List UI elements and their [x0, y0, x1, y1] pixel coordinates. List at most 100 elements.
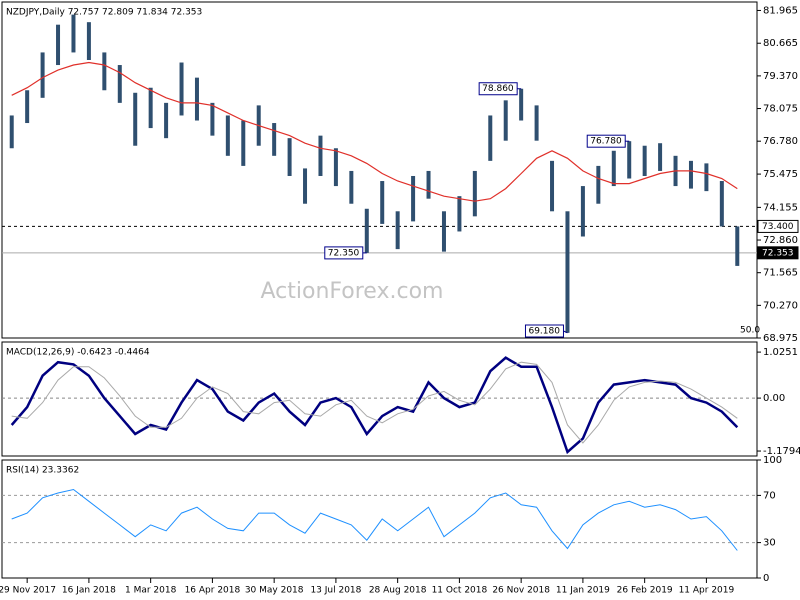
price-bar	[40, 52, 45, 98]
y-tick-label: 78.075	[763, 104, 798, 115]
price-bar	[210, 102, 215, 136]
price-bar	[704, 163, 709, 192]
annotation-label: 69.180	[528, 327, 560, 337]
price-bar	[148, 87, 153, 129]
annotation-box	[586, 134, 626, 148]
price-bar	[503, 100, 508, 141]
price-bar	[534, 105, 539, 141]
y-tick-label: 0.00	[763, 393, 785, 404]
price-bar	[735, 226, 740, 266]
x-tick-label: 28 Aug 2018	[369, 586, 427, 596]
price-bar	[179, 62, 184, 116]
price-bar	[241, 120, 246, 166]
price-bar	[426, 170, 431, 199]
y-tick-label: 70.270	[763, 300, 798, 311]
price-bar	[411, 175, 416, 222]
series-line	[11, 61, 738, 202]
panel-frame	[1, 1, 758, 339]
price-bar	[349, 170, 354, 204]
price-bar	[457, 196, 462, 232]
annotation-leader	[563, 330, 568, 334]
price-bar	[580, 186, 585, 237]
y-tick-label: 75.475	[763, 169, 798, 180]
price-bar	[688, 160, 693, 189]
panel-title: RSI(14) 23.3362	[6, 466, 79, 476]
price-bar	[364, 208, 369, 253]
price-bar	[472, 170, 477, 217]
price-bar	[395, 211, 400, 250]
series-line	[11, 361, 738, 444]
price-bar	[719, 181, 724, 227]
x-tick-label: 1 Mar 2018	[125, 586, 177, 596]
y-tick-label: 81.965	[763, 5, 798, 16]
price-bar	[318, 135, 323, 176]
price-bar	[658, 143, 663, 171]
price-bar	[596, 165, 601, 204]
annotation-box	[478, 82, 518, 96]
price-bar	[9, 115, 14, 149]
price-bar	[611, 150, 616, 187]
price-tag-label: 73.400	[762, 222, 794, 232]
price-tag	[757, 219, 799, 233]
y-tick-label: 1.0251	[763, 347, 798, 358]
panel-title: NZDJPY,Daily 72.757 72.809 71.834 72.353	[6, 8, 202, 18]
y-tick-label: -1.1794	[763, 446, 800, 457]
price-bar	[102, 52, 107, 91]
series-line	[11, 488, 738, 551]
price-bar	[164, 102, 169, 139]
price-bar	[225, 115, 230, 156]
price-bar	[86, 22, 91, 60]
price-bar	[550, 160, 555, 212]
x-tick-label: 16 Jan 2018	[62, 586, 116, 596]
price-bar	[71, 14, 76, 53]
watermark: ActionForex.com	[261, 279, 444, 304]
y-tick-label: 76.780	[763, 136, 798, 147]
y-tick-label: 71.565	[763, 268, 798, 279]
y-tick-label: 70	[763, 490, 776, 501]
price-bar	[117, 65, 122, 103]
x-tick-label: 26 Feb 2019	[617, 586, 673, 596]
price-bar	[441, 211, 446, 252]
x-tick-label: 29 Nov 2017	[0, 586, 56, 596]
annotation-box	[524, 324, 564, 338]
x-tick-label: 30 May 2018	[245, 586, 304, 596]
y-tick-label: 30	[763, 538, 776, 549]
price-bar	[488, 115, 493, 161]
annotation-label: 78.860	[482, 84, 514, 94]
price-bar	[565, 211, 570, 333]
price-bar	[25, 90, 30, 124]
price-bar	[272, 123, 277, 156]
x-tick-label: 11 Jan 2019	[556, 586, 610, 596]
y-tick-label: 79.370	[763, 71, 798, 82]
x-tick-label: 11 Apr 2019	[679, 586, 735, 596]
price-bar	[133, 92, 138, 146]
price-bar	[287, 138, 292, 176]
annotation-label: 72.350	[328, 248, 360, 258]
y-tick-label: 74.155	[763, 202, 798, 213]
annotation-label: 76.780	[590, 137, 622, 147]
x-tick-label: 11 Oct 2018	[432, 586, 488, 596]
price-tag-label: 72.353	[762, 248, 794, 258]
y-tick-label: 72.860	[763, 235, 798, 246]
price-bar	[56, 24, 61, 66]
x-tick-label: 26 Nov 2018	[492, 586, 550, 596]
price-bar	[333, 148, 338, 187]
price-bar	[303, 168, 308, 204]
panel-title: MACD(12,26,9) -0.6423 -0.4464	[6, 348, 150, 358]
y-tick-label: 80.665	[763, 38, 798, 49]
annotation-box	[324, 246, 364, 260]
price-bar	[380, 181, 385, 224]
y-tick-label: 0	[763, 573, 769, 584]
price-bar	[194, 77, 199, 121]
x-tick-label: 13 Jul 2018	[310, 586, 361, 596]
price-bar	[627, 141, 632, 179]
price-bar	[519, 88, 524, 121]
y-tick-label: 100	[763, 455, 782, 466]
series-line	[10, 356, 739, 455]
panel-frame	[1, 459, 758, 579]
x-tick-label: 16 Apr 2018	[185, 586, 241, 596]
scale-label: 50.0	[740, 326, 760, 336]
price-bar	[642, 145, 647, 176]
price-tag	[757, 246, 799, 260]
